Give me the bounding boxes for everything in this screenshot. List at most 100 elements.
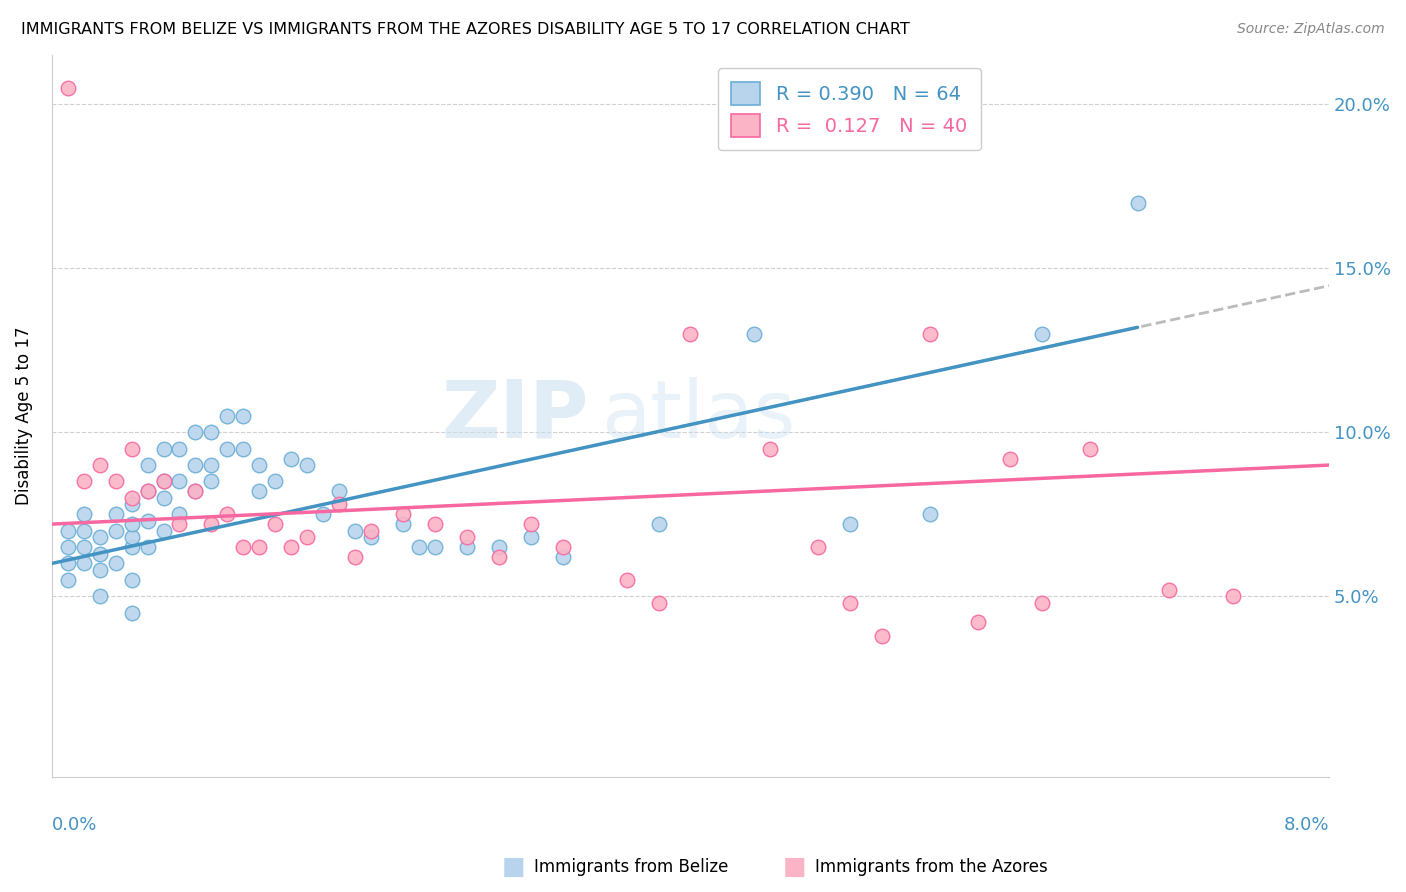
Point <box>200 517 222 532</box>
Point <box>56 81 79 95</box>
Point <box>104 524 127 538</box>
Point <box>360 524 382 538</box>
Point <box>89 547 111 561</box>
Point <box>328 498 350 512</box>
Point <box>56 524 79 538</box>
Point <box>360 530 382 544</box>
Point <box>839 517 862 532</box>
Point <box>136 484 159 499</box>
Point <box>56 540 79 554</box>
Point <box>152 524 174 538</box>
Point <box>647 596 669 610</box>
Point <box>807 540 830 554</box>
Text: ■: ■ <box>502 855 524 879</box>
Point <box>217 508 239 522</box>
Point <box>918 508 941 522</box>
Point <box>184 458 207 472</box>
Point <box>344 524 367 538</box>
Point <box>264 475 287 489</box>
Point <box>232 442 254 456</box>
Text: Immigrants from the Azores: Immigrants from the Azores <box>815 858 1049 876</box>
Text: Immigrants from Belize: Immigrants from Belize <box>534 858 728 876</box>
Point <box>488 549 510 564</box>
Point <box>247 540 270 554</box>
Point <box>759 442 782 456</box>
Point <box>232 409 254 423</box>
Point <box>217 409 239 423</box>
Point <box>184 484 207 499</box>
Point <box>152 491 174 505</box>
Point <box>280 451 302 466</box>
Point <box>328 484 350 499</box>
Text: ZIP: ZIP <box>441 377 588 455</box>
Point <box>264 517 287 532</box>
Point <box>200 458 222 472</box>
Point <box>1031 596 1053 610</box>
Point <box>392 508 415 522</box>
Point <box>152 475 174 489</box>
Point <box>104 475 127 489</box>
Point <box>551 549 574 564</box>
Point <box>200 425 222 440</box>
Point <box>1126 195 1149 210</box>
Point <box>152 442 174 456</box>
Point <box>488 540 510 554</box>
Y-axis label: Disability Age 5 to 17: Disability Age 5 to 17 <box>15 326 32 505</box>
Point <box>423 540 446 554</box>
Point <box>73 508 96 522</box>
Point <box>247 458 270 472</box>
Point <box>1031 326 1053 341</box>
Point <box>104 508 127 522</box>
Point <box>136 514 159 528</box>
Point <box>104 557 127 571</box>
Point <box>742 326 765 341</box>
Point <box>679 326 702 341</box>
Point <box>121 540 143 554</box>
Point <box>73 557 96 571</box>
Point <box>136 484 159 499</box>
Point <box>1222 589 1244 603</box>
Point <box>136 458 159 472</box>
Point <box>169 508 191 522</box>
Point <box>184 484 207 499</box>
Text: Source: ZipAtlas.com: Source: ZipAtlas.com <box>1237 22 1385 37</box>
Point <box>297 530 319 544</box>
Point <box>551 540 574 554</box>
Point <box>56 557 79 571</box>
Point <box>392 517 415 532</box>
Point <box>232 540 254 554</box>
Point <box>1078 442 1101 456</box>
Point <box>520 517 543 532</box>
Point <box>200 475 222 489</box>
Text: 0.0%: 0.0% <box>52 816 97 834</box>
Point <box>1159 582 1181 597</box>
Point <box>280 540 302 554</box>
Point <box>839 596 862 610</box>
Point <box>247 484 270 499</box>
Point <box>456 540 478 554</box>
Point <box>89 563 111 577</box>
Point <box>89 458 111 472</box>
Text: atlas: atlas <box>600 377 796 455</box>
Text: IMMIGRANTS FROM BELIZE VS IMMIGRANTS FROM THE AZORES DISABILITY AGE 5 TO 17 CORR: IMMIGRANTS FROM BELIZE VS IMMIGRANTS FRO… <box>21 22 910 37</box>
Text: 8.0%: 8.0% <box>1284 816 1329 834</box>
Point <box>966 615 988 630</box>
Point <box>152 475 174 489</box>
Point <box>998 451 1021 466</box>
Point <box>169 517 191 532</box>
Point <box>121 442 143 456</box>
Text: ■: ■ <box>783 855 806 879</box>
Point <box>121 491 143 505</box>
Point <box>423 517 446 532</box>
Point <box>121 517 143 532</box>
Point <box>169 475 191 489</box>
Point <box>184 425 207 440</box>
Point <box>136 540 159 554</box>
Point <box>89 589 111 603</box>
Point <box>73 524 96 538</box>
Point <box>73 540 96 554</box>
Point <box>121 573 143 587</box>
Point <box>89 530 111 544</box>
Point <box>121 530 143 544</box>
Point <box>169 442 191 456</box>
